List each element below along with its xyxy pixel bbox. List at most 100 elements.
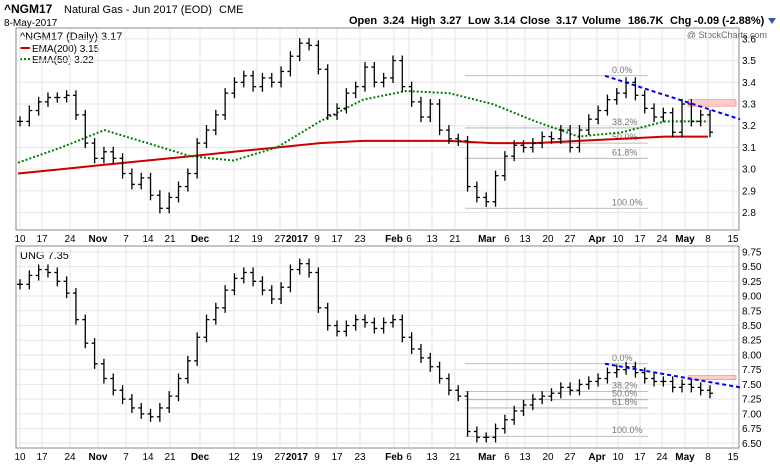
p0-ohlc-bar-18 <box>184 168 191 192</box>
p0-ohlc-bar-8 <box>91 138 98 164</box>
p1-ytick-2: 9.25 <box>742 277 762 288</box>
p1-ohlc-bar-74 <box>707 385 713 399</box>
p1-ohlc-bar-21 <box>212 302 219 325</box>
p1-ohlc-bar-17 <box>175 373 182 402</box>
p1-ohlc-bar-7 <box>82 314 89 349</box>
p1-ohlc-bar-8 <box>91 338 98 369</box>
ema50-line <box>17 89 708 164</box>
p1-xtick-28: May <box>675 452 695 463</box>
p0-xtick-23: 27 <box>564 234 576 245</box>
p0-xtick-16: 6 <box>406 234 412 245</box>
p0-ohlc-bar-34 <box>334 103 341 120</box>
p1-ohlc-bar-25 <box>250 267 257 287</box>
p1-ohlc-bar-67 <box>641 367 648 384</box>
p1-ohlc-bar-45 <box>436 361 443 384</box>
p1-ohlc-bar-68 <box>651 373 658 387</box>
p0-xtick-1: 17 <box>36 234 48 245</box>
p1-xtick-3: Nov <box>89 452 108 463</box>
p1-ytick-1: 9.50 <box>742 262 762 273</box>
p0-ohlc-bar-45 <box>436 98 443 136</box>
volume-value: 186.7K <box>628 15 664 27</box>
p0-ohlc-bar-19 <box>194 138 201 179</box>
p0-ytick-5: 3.1 <box>742 143 756 154</box>
p1-ytick-7: 8.00 <box>742 350 762 361</box>
p0-xtick-7: Dec <box>191 234 210 245</box>
p1-ohlc-bar-39 <box>380 317 387 334</box>
p0-ohlc-bar-31 <box>306 38 313 51</box>
p1-ohlc-bar-50 <box>483 432 490 443</box>
p0-ytick-3: 3.3 <box>742 100 756 111</box>
p1-ohlc-bar-34 <box>334 320 341 337</box>
p0-ohlc-bar-38 <box>371 62 378 88</box>
p1-ytick-6: 8.25 <box>742 336 762 347</box>
p0-ohlc-bar-26 <box>259 72 266 92</box>
p0-fib-label-4: 100.0% <box>612 197 643 207</box>
p1-xtick-27: 24 <box>656 452 668 463</box>
p1-ohlc-bar-55 <box>529 394 536 411</box>
p1-ohlc-bar-9 <box>100 358 107 384</box>
open-label: Open <box>349 15 377 27</box>
p0-ytick-0: 3.6 <box>742 34 756 45</box>
p1-ohlc-bar-14 <box>147 408 154 422</box>
p1-xtick-4: 7 <box>123 452 129 463</box>
p1-xtick-21: 13 <box>519 452 531 463</box>
p1-ohlc-bar-51 <box>492 423 499 443</box>
p0-ohlc-bar-71 <box>679 98 686 138</box>
p0-ohlc-bar-60 <box>576 125 583 153</box>
low-label: Low <box>468 15 490 27</box>
p1-ohlc-bar-72 <box>688 379 695 393</box>
close-label: Close <box>520 15 550 27</box>
chg-value: -0.09 (-2.88%) <box>694 15 765 27</box>
instrument-name: Natural Gas - Jun 2017 (EOD) <box>64 4 212 16</box>
p1-ohlc-bar-44 <box>427 352 434 372</box>
p1-fib-label-0: 0.0% <box>612 353 633 363</box>
p0-ohlc-bar-9 <box>100 146 107 164</box>
p0-ohlc-bar-36 <box>352 81 359 99</box>
p0-xtick-30: 15 <box>727 234 739 245</box>
p0-ohlc-bar-22 <box>222 88 229 120</box>
p1-xtick-5: 14 <box>142 452 154 463</box>
p0-ytick-7: 2.9 <box>742 186 756 197</box>
p1-ohlc-bar-26 <box>259 276 266 296</box>
p0-xtick-13: 17 <box>331 234 343 245</box>
p1-ohlc-bar-2 <box>35 264 42 281</box>
p0-ohlc-bar-69 <box>660 107 667 123</box>
p1-ohlc-bar-58 <box>557 382 564 399</box>
chg-label: Chg <box>670 15 691 27</box>
p1-xtick-22: 20 <box>542 452 554 463</box>
p1-ytick-3: 9.00 <box>742 292 762 303</box>
chg-dropdown-icon[interactable] <box>768 18 776 24</box>
p0-ohlc-bar-5 <box>63 90 70 103</box>
p0-ohlc-bar-28 <box>278 66 285 88</box>
p1-ohlc-bar-61 <box>585 376 592 390</box>
p1-ohlc-bar-47 <box>455 385 462 402</box>
p1-ohlc-bar-64 <box>613 364 620 378</box>
p0-xtick-24: Apr <box>588 234 605 245</box>
p0-xtick-2: 24 <box>64 234 76 245</box>
p0-ohlc-bar-67 <box>641 90 648 114</box>
p0-ohlc-bar-66 <box>632 77 639 101</box>
p0-ohlc-bar-16 <box>166 192 173 214</box>
p1-xtick-9: 19 <box>251 452 263 463</box>
p0-ohlc-bar-30 <box>296 38 303 62</box>
p0-trendline <box>604 74 741 121</box>
p1-ohlc-bar-38 <box>371 317 378 334</box>
low-value: 3.14 <box>494 15 516 27</box>
p0-ohlc-bar-53 <box>511 140 518 162</box>
p0-ohlc-bar-55 <box>529 138 536 153</box>
p1-ohlc-bar-1 <box>26 270 33 290</box>
p0-ohlc-bar-23 <box>231 77 238 99</box>
price-panel-frame <box>15 27 740 231</box>
p0-ohlc-bar-13 <box>138 172 145 190</box>
p0-ohlc-bar-48 <box>464 135 471 192</box>
p0-ohlc-bar-57 <box>548 131 555 144</box>
panel2-title: UNG 7.35 <box>20 250 69 262</box>
p0-ytick-1: 3.5 <box>742 56 756 67</box>
p0-ohlc-bar-47 <box>455 133 462 146</box>
p0-ohlc-bar-52 <box>501 151 508 181</box>
p1-ohlc-bar-6 <box>72 288 79 325</box>
p0-ohlc-bar-6 <box>72 90 79 120</box>
p0-ohlc-bar-3 <box>44 92 51 107</box>
p0-xtick-0: 10 <box>14 234 26 245</box>
